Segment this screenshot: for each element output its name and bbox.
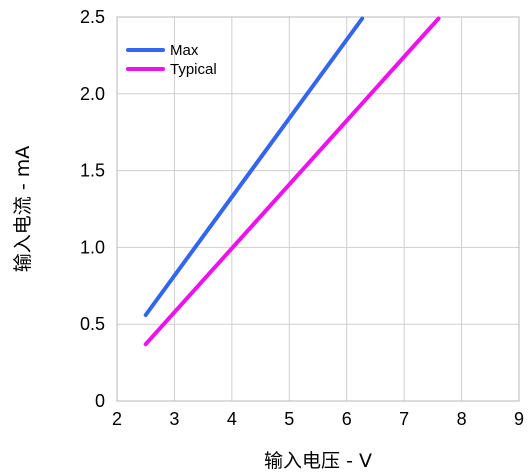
y-tick-labels: 0 0.5 1.0 1.5 2.0 2.5 bbox=[80, 7, 105, 411]
x-tick-label: 7 bbox=[399, 409, 409, 429]
x-tick-label: 4 bbox=[227, 409, 237, 429]
x-tick-label: 6 bbox=[342, 409, 352, 429]
y-axis-label: 输入电流 - mA bbox=[12, 146, 34, 272]
x-tick-label: 8 bbox=[457, 409, 467, 429]
x-tick-labels: 2 3 4 5 6 7 8 9 bbox=[112, 409, 524, 429]
series-line-typical bbox=[143, 16, 441, 347]
y-tick-label: 2.5 bbox=[80, 7, 105, 27]
y-tick-label: 1.0 bbox=[80, 237, 105, 257]
series-lines bbox=[143, 16, 441, 347]
y-tick-label: 0 bbox=[95, 391, 105, 411]
x-tick-label: 9 bbox=[514, 409, 524, 429]
x-tick-label: 2 bbox=[112, 409, 122, 429]
series-line-max bbox=[143, 16, 365, 317]
legend-label-typical: Typical bbox=[170, 61, 217, 78]
legend: Max Typical bbox=[126, 42, 217, 78]
legend-label-max: Max bbox=[170, 42, 199, 59]
x-axis-label: 输入电压 - V bbox=[264, 450, 372, 472]
x-tick-label: 3 bbox=[169, 409, 179, 429]
x-tick-label: 5 bbox=[284, 409, 294, 429]
y-tick-label: 1.5 bbox=[80, 161, 105, 181]
y-tick-label: 2.0 bbox=[80, 84, 105, 104]
plot-frame bbox=[116, 16, 520, 402]
y-tick-label: 0.5 bbox=[80, 314, 105, 334]
